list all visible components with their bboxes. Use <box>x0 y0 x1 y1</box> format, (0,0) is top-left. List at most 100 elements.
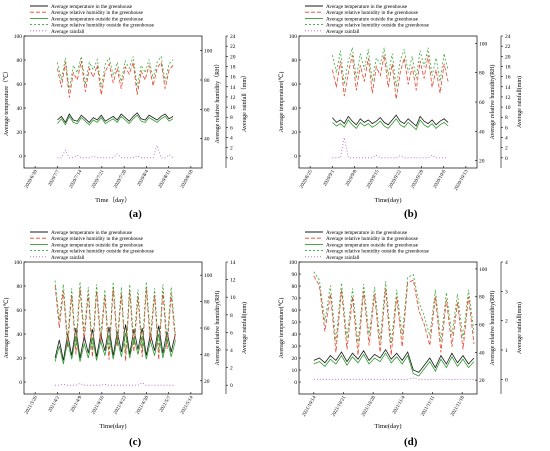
x-tick-label: 2020/8/11 <box>158 169 173 189</box>
rain-tick-label: 0 <box>505 377 508 383</box>
y-tick-label: 30 <box>292 344 298 350</box>
rain-tick-label: 20 <box>230 54 236 60</box>
y-axis-title-left: Average temperature（℃） <box>3 68 10 136</box>
chart-b: 0204060801002040608010002468101214161820… <box>278 4 523 204</box>
series-rainfall-line <box>57 143 174 159</box>
x-axis-title: Time(day) <box>374 423 401 430</box>
series-rh-in-line <box>57 60 174 98</box>
y-tick-label: 70 <box>292 296 298 302</box>
x-tick-label: 2021/5/14 <box>180 395 195 415</box>
rain-tick-label: 2 <box>505 146 508 152</box>
y-tick-label: 20 <box>17 130 23 136</box>
y-tick-label: 100 <box>14 34 23 40</box>
legend-label-rh-in: Average relative humidity in the greenho… <box>326 10 419 16</box>
rh-tick-label: 60 <box>479 323 485 329</box>
panel-d: 0 10 20 30 40 50 60 70 80 90 100 20 40 60 80 100 0 1 2 3 4 20… <box>275 226 550 451</box>
series-temp-in-line <box>57 112 174 124</box>
plot-frame <box>23 35 203 169</box>
x-tick-label: 2020/9/29 <box>411 169 426 189</box>
legend-label-rh-in: Average relative humidity in the greenho… <box>326 236 419 242</box>
x-tick-label: 2021/4/2 <box>48 395 61 413</box>
legend-label-rh-out: Average relative humidity outside the gr… <box>51 23 155 29</box>
rain-tick-label: 24 <box>230 34 236 40</box>
rh-tick-label: 100 <box>204 49 213 55</box>
x-tick-label: 2020/10/6 <box>433 169 448 189</box>
rh-tick-label: 20 <box>479 378 485 384</box>
y-tick-label: 0 <box>19 380 22 386</box>
legend-label-rh-in: Average relative humidity in the greenho… <box>51 10 144 16</box>
rain-tick-label: 4 <box>230 348 233 354</box>
x-tick-label: 2020/7/28 <box>113 169 128 189</box>
x-tick-label: 2021/4/23 <box>113 395 128 415</box>
rain-tick-label: 20 <box>505 54 511 60</box>
series-rainfall-line <box>55 382 176 386</box>
x-tick-label: 2020/7/14 <box>69 169 84 189</box>
panel-d-label: (d) <box>404 436 418 448</box>
chart-a: 0204060801004060801000246810121416182022… <box>3 4 248 204</box>
rh-tick-label: 60 <box>204 107 210 113</box>
series-rh-in-line <box>313 275 475 356</box>
y-tick-label: 100 <box>289 34 298 40</box>
y-tick-label: 60 <box>17 308 23 314</box>
x-tick-label: 2021/10/28 <box>361 395 377 418</box>
y-axis-title-left: Average temperature(℃) <box>278 72 285 133</box>
legend-label-rainfall: Average rainfall <box>326 254 360 261</box>
x-tick-label: 2020/7/21 <box>91 169 106 189</box>
chart-d: 0 10 20 30 40 50 60 70 80 90 100 20 40 60 80 100 0 1 2 3 4 20… <box>278 230 523 430</box>
rain-tick-label: 10 <box>230 105 236 111</box>
panel-c-label: (c) <box>129 436 142 448</box>
x-tick-label: 2020/9/8 <box>345 169 358 187</box>
x-tick-label: 2020/6/30 <box>24 169 39 189</box>
rain-tick-label: 1 <box>505 348 508 354</box>
x-tick-label: 2021/11/4 <box>392 395 407 415</box>
rain-tick-label: 12 <box>505 95 511 101</box>
y-tick-label: 60 <box>292 308 298 314</box>
rain-tick-label: 6 <box>230 330 233 336</box>
rain-tick-label: 18 <box>505 64 511 70</box>
y-tick-label: 60 <box>17 82 23 88</box>
y-axis-title-rain: Average rainfall(mm) <box>516 76 523 128</box>
y-tick-label: 80 <box>292 284 298 290</box>
legend-label-temp-in: Average temperature in the greenhouse <box>326 230 408 236</box>
x-tick-label: 2020/7/7 <box>48 169 61 187</box>
panel-a: 0 20 40 60 80 100 40 60 80 100 0 2 4 6 8 10 12 14 16 18 20 22… <box>0 0 275 225</box>
series-rh-out-line <box>54 280 176 354</box>
panel-c: 0 20 40 60 80 100 20 40 60 80 100 0 2 4 6 8 10 12 14 2021/3… <box>0 226 275 451</box>
series-temp-in-line <box>313 348 475 373</box>
rain-tick-label: 0 <box>230 383 233 389</box>
x-tick-label: 2021/11/18 <box>450 395 466 417</box>
panel-b: 0 20 40 60 80 100 20 40 60 80 100 0 2 4 6 8 10 12 14 16 18 20… <box>275 0 550 225</box>
rh-tick-label: 80 <box>479 71 485 77</box>
legend-label-rh-in: Average relative humidity in the greenho… <box>51 236 144 242</box>
y-axis-title-rh: Average relative humidity（RH） <box>214 61 221 144</box>
y-tick-label: 0 <box>19 154 22 160</box>
x-tick-label: 2021/5/7 <box>159 395 172 413</box>
x-axis-title: Time(day) <box>99 423 126 430</box>
rh-tick-label: 100 <box>479 267 488 273</box>
y-tick-label: 80 <box>292 58 298 64</box>
x-tick-label: 2020/8/18 <box>180 169 195 189</box>
rain-tick-label: 16 <box>505 75 511 81</box>
y-tick-label: 50 <box>292 320 298 326</box>
rain-tick-label: 8 <box>230 313 233 319</box>
series-rh-out-line <box>57 55 174 91</box>
rh-tick-label: 40 <box>204 137 210 143</box>
legend-label-temp-in: Average temperature in the greenhouse <box>51 230 133 236</box>
legend-label-temp-out: Average temperature outside the greenhou… <box>51 242 144 248</box>
x-axis-title: Time(day) <box>374 197 401 204</box>
rh-tick-label: 80 <box>479 295 485 301</box>
legend-label-rainfall: Average rainfall <box>51 254 85 261</box>
rh-tick-label: 60 <box>204 326 210 332</box>
x-tick-label: 2021/3/26 <box>24 395 39 415</box>
legend-label-temp-in: Average temperature in the greenhouse <box>326 4 408 10</box>
x-tick-label: 2020/8/25 <box>299 169 314 189</box>
y-tick-label: 0 <box>294 380 297 386</box>
legend-label-temp-out: Average temperature outside the greenhou… <box>326 16 419 22</box>
x-tick-label: 2021/11/11 <box>421 395 437 417</box>
x-tick-label: 2020/10/13 <box>454 169 470 192</box>
rh-tick-label: 100 <box>204 273 213 279</box>
rain-tick-label: 4 <box>505 136 508 142</box>
rh-tick-label: 100 <box>479 41 488 47</box>
y-axis-title-rh: Average relative humidity(RH) <box>489 291 496 366</box>
